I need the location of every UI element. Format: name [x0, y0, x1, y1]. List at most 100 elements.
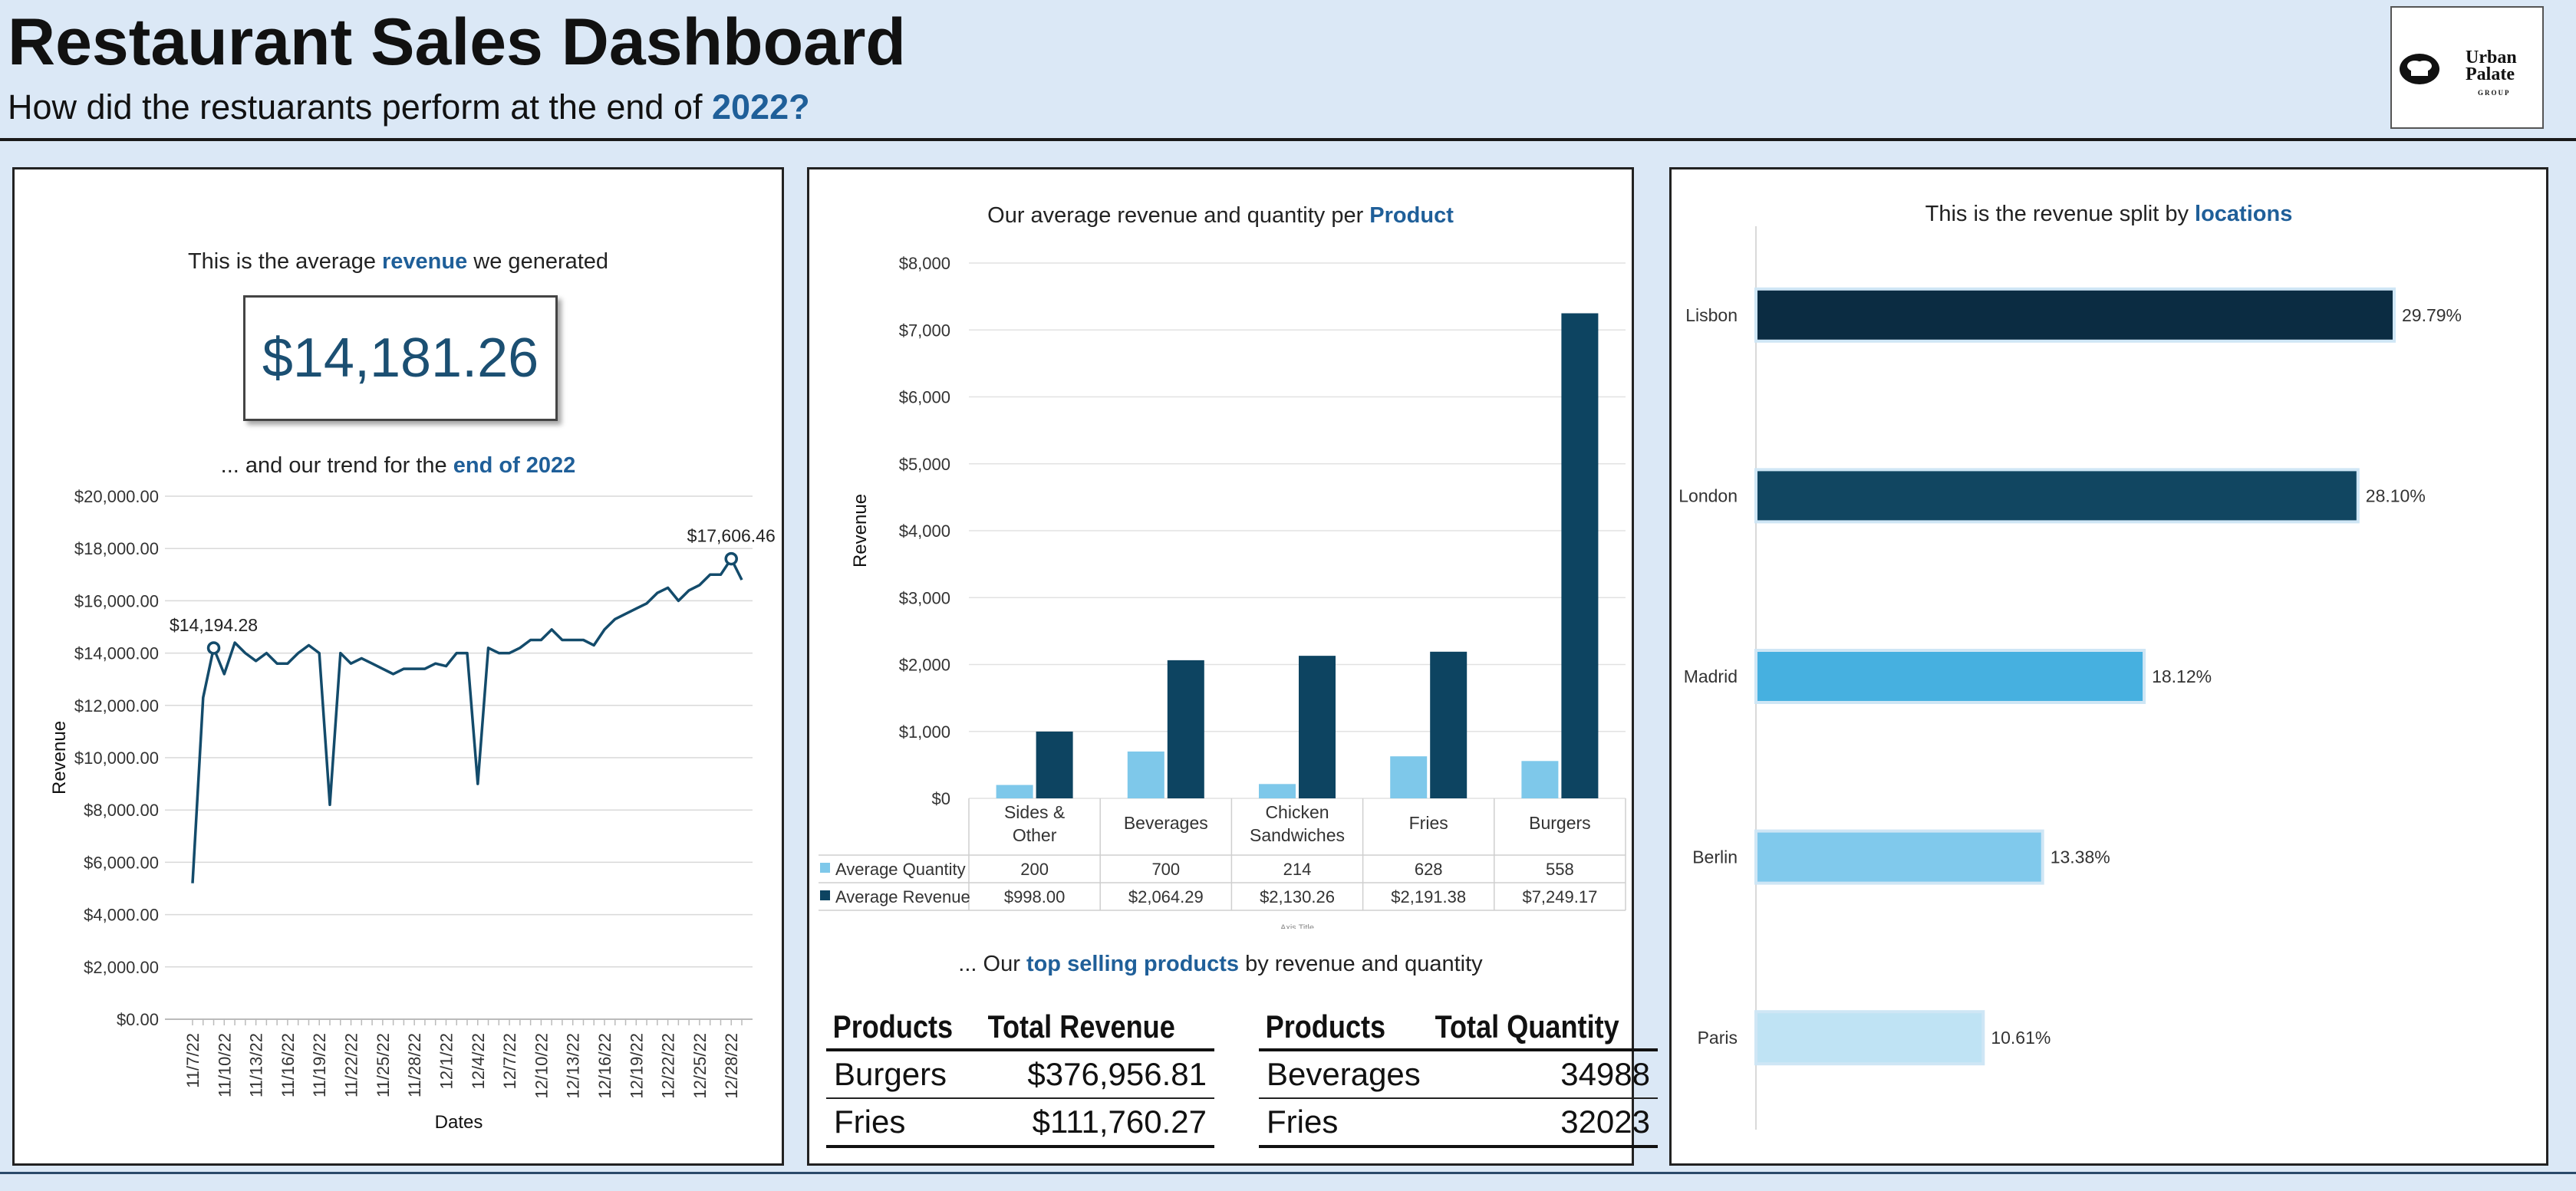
y-tick-label: $8,000	[899, 254, 950, 273]
location-bar	[1754, 468, 2360, 524]
bar-average-revenue	[1561, 313, 1599, 799]
y-tick-label: $10,000.00	[74, 748, 159, 768]
bar-average-quantity	[1259, 784, 1296, 798]
top-revenue-table: Products Total Revenue Burgers $376,956.…	[826, 1005, 1214, 1148]
top-products-suffix: by revenue and quantity	[1239, 952, 1483, 976]
table-row: Fries $111,760.27	[826, 1098, 1214, 1148]
data-label: 13.38%	[2051, 847, 2110, 867]
y-tick-label: $18,000.00	[74, 539, 159, 558]
bar-average-quantity	[1390, 756, 1428, 798]
table-cell: Fries	[826, 1098, 982, 1148]
top-products-title: ... Our top selling products by revenue …	[809, 952, 1632, 977]
x-tick-label: 11/16/22	[278, 1033, 298, 1097]
trend-title-accent: end of 2022	[453, 453, 576, 478]
y-axis-title: Revenue	[850, 494, 871, 568]
legend-key	[820, 863, 830, 873]
y-tick-label: $2,000	[899, 656, 950, 675]
column-header: Total Quantity	[1428, 1005, 1626, 1051]
x-tick-label: 12/10/22	[532, 1033, 551, 1099]
x-axis-title: Dates	[435, 1112, 483, 1133]
x-tick-label: 12/16/22	[595, 1033, 614, 1099]
revenue-trend-line-chart: $0.00 $2,000.00 $4,000.00 $6,000.00 $8,000.0…	[49, 487, 776, 1133]
logo-line-2: Palate	[2466, 64, 2515, 84]
location-bar	[1754, 1010, 1985, 1066]
data-label: 28.10%	[2366, 485, 2426, 505]
table-row: Beverages 34988	[1259, 1050, 1659, 1099]
table-value: $7,249.17	[1522, 887, 1597, 906]
table-header-row: Products Total Quantity	[1259, 1005, 1658, 1051]
x-tick-label: 12/13/22	[564, 1033, 583, 1099]
y-tick-label: $3,000	[899, 588, 950, 607]
trend-title: ... and our trend for the end of 2022	[15, 453, 782, 479]
y-tick-label: $4,000.00	[84, 906, 159, 925]
y-tick-label: $12,000.00	[74, 696, 159, 716]
highlight-point	[206, 641, 221, 655]
category-label: Sandwiches	[1250, 825, 1345, 845]
column-header: Products	[826, 1005, 960, 1051]
footer-band	[0, 1172, 2576, 1191]
y-tick-label: $1,000	[899, 722, 950, 742]
locations-title-prefix: This is the revenue split by	[1925, 202, 2196, 226]
y-tick-label: $6,000.00	[84, 853, 159, 872]
locations-title-accent: locations	[2195, 202, 2293, 226]
highlight-point	[724, 551, 738, 566]
table-value: $2,064.29	[1128, 887, 1204, 906]
x-tick-label: 12/28/22	[722, 1033, 741, 1099]
column-header: Products	[1259, 1005, 1405, 1051]
table-row: Fries 32023	[1259, 1098, 1659, 1148]
table-header-row: Products Total Revenue	[826, 1005, 1214, 1051]
x-tick-label: 11/22/22	[342, 1033, 361, 1097]
subtitle-prefix: How did the restuarants perform at the e…	[8, 87, 712, 127]
data-label: 29.79%	[2402, 305, 2462, 325]
locations-panel: This is the revenue split by locations L…	[1669, 167, 2548, 1166]
bar-average-quantity	[1127, 751, 1164, 798]
top-products-accent: top selling products	[1026, 952, 1240, 976]
y-tick-label: $0	[932, 789, 950, 808]
category-label: Chicken	[1265, 802, 1329, 822]
y-tick-label: $14,000.00	[74, 644, 159, 663]
x-tick-label: 12/1/22	[436, 1033, 456, 1089]
revenue-line	[191, 557, 743, 883]
kpi-title-accent: revenue	[382, 249, 468, 274]
dashboard-title: Restaurant Sales Dashboard	[8, 5, 906, 79]
dashboard-subtitle: How did the restuarants perform at the e…	[8, 87, 810, 127]
category-label: London	[1678, 485, 1738, 505]
trend-title-prefix: ... and our trend for the	[220, 453, 453, 478]
x-tick-label: 11/19/22	[310, 1033, 329, 1097]
data-label: 10.61%	[1991, 1028, 2051, 1048]
table-value: 700	[1151, 860, 1180, 879]
data-label: $17,606.46	[687, 526, 776, 546]
table-value: $2,191.38	[1391, 887, 1466, 906]
top-products-prefix: ... Our	[958, 952, 1026, 976]
bar-average-revenue	[1299, 656, 1336, 798]
x-tick-label: 12/25/22	[690, 1033, 710, 1099]
bar-average-revenue	[1167, 660, 1204, 798]
top-quantity-table: Products Total Quantity Beverages 34988 …	[1259, 1005, 1659, 1148]
category-label: Berlin	[1692, 847, 1738, 867]
product-title-prefix: Our average revenue and quantity per	[987, 203, 1370, 228]
table-value: $2,130.26	[1260, 887, 1335, 906]
column-header: Total Revenue	[981, 1005, 1182, 1051]
y-tick-label: $8,000.00	[84, 801, 159, 820]
x-tick-label: 11/7/22	[183, 1033, 203, 1088]
header-divider	[0, 138, 2576, 141]
data-label: 18.12%	[2152, 666, 2212, 686]
product-bar-chart: $0 $1,000 $2,000 $3,000 $4,000 $5,000 $6,000 $7…	[819, 254, 1626, 929]
x-tick-label: 12/7/22	[500, 1033, 519, 1089]
revenue-trend-panel: This is the average revenue we generated…	[12, 167, 784, 1166]
locations-chart-title: This is the revenue split by locations	[1672, 202, 2546, 227]
y-tick-label: $4,000	[899, 521, 950, 541]
y-tick-label: $7,000	[899, 321, 950, 340]
table-value: 214	[1283, 860, 1312, 879]
table-cell: 32023	[1428, 1098, 1659, 1148]
kpi-title-prefix: This is the average	[187, 249, 383, 274]
chef-hat-icon	[2400, 54, 2439, 84]
x-tick-label: 12/4/22	[469, 1033, 488, 1089]
category-label: Sides &	[1004, 802, 1065, 822]
data-label: $14,194.28	[170, 615, 258, 635]
table-value: 558	[1546, 860, 1574, 879]
x-tick-label: 11/10/22	[215, 1033, 234, 1097]
y-tick-label: $2,000.00	[84, 958, 159, 977]
bar-average-revenue	[1430, 651, 1468, 798]
table-cell: $111,760.27	[981, 1098, 1214, 1148]
